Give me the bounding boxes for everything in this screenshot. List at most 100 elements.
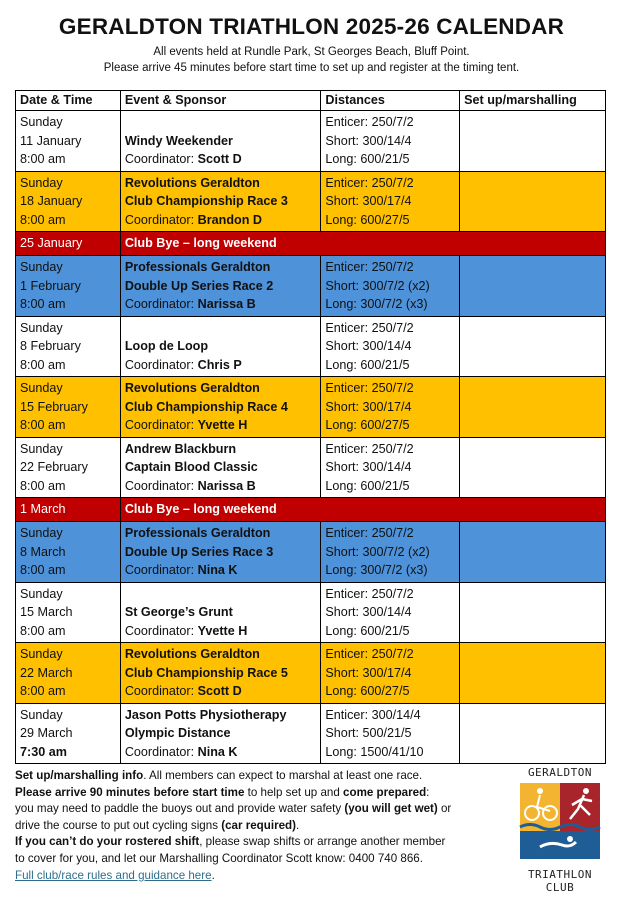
cell-line: Double Up Series Race 3: [125, 543, 317, 562]
marshalling-cell[interactable]: [459, 581, 606, 643]
cell-line: Enticer: 250/7/2: [325, 174, 455, 193]
event-row: Sunday 8 March 8:00 am Professionals Gerald…: [15, 521, 606, 583]
cell-line: Long: 300/7/2 (x3): [325, 295, 455, 314]
text: Sunday: [20, 115, 63, 129]
cell-line: Revolutions Geraldton: [125, 379, 317, 398]
coordinator: Coordinator: Scott D: [125, 682, 317, 701]
marshalling-cell[interactable]: [459, 315, 606, 377]
date-cell: Sunday 11 January 8:00 am: [15, 110, 121, 172]
event-row: Sunday 8 February 8:00 am Loop de Loop Coord…: [15, 315, 606, 377]
text: Long: 300/7/2 (x3): [325, 297, 428, 311]
text: Short: 300/14/4: [325, 133, 412, 148]
cell-line: Sunday: [20, 440, 116, 459]
cell-line: Short: 300/14/4: [325, 132, 455, 151]
cell-line: Loop de Loop: [125, 337, 317, 356]
cell-line: Club Bye – long weekend: [125, 500, 601, 519]
cell-line: Enticer: 250/7/2: [325, 113, 455, 132]
event-row: Sunday 11 January 8:00 am Windy Weekender Co…: [15, 110, 606, 172]
cell-line: St George’s Grunt: [125, 603, 317, 622]
text: (car required): [221, 818, 296, 832]
text: . All members can expect to marshal at l…: [143, 769, 423, 782]
cell-line: [125, 319, 317, 338]
marshalling-cell[interactable]: [459, 702, 606, 764]
event-cell: St George’s Grunt Coordinator: Yvette H: [119, 581, 322, 643]
cell-line: Captain Blood Classic: [125, 458, 317, 477]
text: Loop de Loop: [124, 339, 209, 353]
text: Enticer: 300/14/4: [325, 707, 421, 722]
text: Andrew Blackburn: [124, 441, 237, 456]
text: 22 March: [20, 665, 73, 680]
cell-line: 8:00 am: [20, 150, 116, 169]
bye-row: 25 January Club Bye – long weekend: [15, 231, 607, 256]
cell-line: Short: 300/17/4: [325, 398, 455, 417]
cell-line: 1 March: [20, 500, 116, 519]
text: 1 March: [20, 502, 66, 516]
marshalling-cell[interactable]: [459, 376, 606, 438]
text: Enticer: 250/7/2: [325, 586, 414, 601]
cell-line: 1 February: [20, 277, 116, 296]
text: 8:00 am: [20, 212, 66, 227]
date-cell: 25 January: [15, 231, 121, 256]
event-cell: Revolutions Geraldton Club Championship R…: [119, 170, 322, 232]
rules-link[interactable]: Full club/race rules and guidance here: [15, 868, 212, 882]
text: Short: 300/17/4: [325, 399, 412, 414]
cell-line: Revolutions Geraldton: [125, 645, 317, 664]
text: Long: 1500/41/10: [325, 744, 424, 759]
text: Set up/marshalling info: [15, 769, 144, 782]
coordinator-name: Nina K: [197, 744, 238, 759]
text: Long: 600/27/5: [325, 684, 410, 698]
text: Enticer: 250/7/2: [325, 647, 414, 661]
cell-line: Sunday: [20, 585, 116, 604]
date-cell: Sunday 1 February 8:00 am: [15, 255, 121, 317]
marshalling-cell[interactable]: [459, 255, 606, 317]
text: Enticer: 250/7/2: [325, 260, 414, 274]
text: 18 January: [20, 194, 83, 208]
text: Short: 300/7/2 (x2): [325, 278, 430, 293]
marshalling-cell[interactable]: [459, 436, 606, 498]
text: Enticer: 250/7/2: [325, 320, 414, 335]
cell-line: 8:00 am: [20, 682, 116, 701]
col-header: Date & Time: [15, 90, 121, 111]
text: Short: 300/14/4: [325, 605, 412, 619]
coordinator-name: Yvette H: [197, 418, 248, 432]
event-row: Sunday 18 January 8:00 am Revolutions Geral…: [15, 170, 606, 232]
cell-line: Sunday: [20, 113, 116, 132]
coordinator-name: Yvette H: [197, 623, 248, 638]
cell-line: Long: 600/21/5: [325, 477, 455, 496]
cell-line: Enticer: 300/14/4: [325, 706, 455, 725]
cell-line: Jason Potts Physiotherapy: [125, 706, 317, 725]
text: Jason Potts Physiotherapy: [124, 707, 287, 722]
cell-line: Short: 300/7/2 (x2): [325, 277, 455, 296]
text: :: [426, 785, 430, 799]
marshalling-cell[interactable]: [459, 642, 606, 704]
date-cell: Sunday 8 February 8:00 am: [15, 315, 121, 377]
text: Sunday: [20, 175, 63, 190]
cell-line: Long: 600/27/5: [325, 211, 455, 230]
cell-line: Enticer: 250/7/2: [325, 258, 455, 277]
date-cell: Sunday 15 March 8:00 am: [15, 581, 121, 643]
cell-line: Sunday: [20, 174, 116, 193]
cell-line: 18 January: [20, 192, 116, 211]
cell-line: Sunday: [20, 319, 116, 338]
cell-line: Club Bye – long weekend: [125, 234, 601, 253]
cell-line: Windy Weekender: [125, 132, 317, 151]
text: Sunday: [20, 441, 63, 456]
coordinator: Coordinator: Yvette H: [125, 622, 317, 641]
event-row: Sunday 22 February 8:00 am Andrew Blackburn…: [15, 436, 606, 498]
marshalling-cell[interactable]: [459, 110, 606, 172]
cell-line: 8:00 am: [20, 561, 116, 580]
text: Coordinator:: [124, 152, 198, 166]
text: 8 March: [20, 544, 66, 559]
marshalling-cell[interactable]: [459, 521, 606, 583]
header-row: Date & Time Event & Sponsor Distances Se…: [15, 90, 606, 111]
marshalling-cell[interactable]: [459, 170, 606, 232]
text: Club Bye – long weekend: [124, 502, 277, 516]
col-header: Set up/marshalling: [459, 90, 606, 111]
text: or: [437, 802, 452, 816]
cell-line: 15 March: [20, 603, 116, 622]
text: Enticer: 250/7/2: [325, 441, 414, 456]
text: If you can’t do your rostered shift: [15, 835, 200, 849]
distances-cell: Enticer: 250/7/2 Short: 300/14/4 Long: 600…: [320, 436, 461, 498]
cell-line: Long: 300/7/2 (x3): [325, 561, 455, 580]
distances-cell: Enticer: 250/7/2 Short: 300/14/4 Long: 600…: [320, 315, 461, 377]
